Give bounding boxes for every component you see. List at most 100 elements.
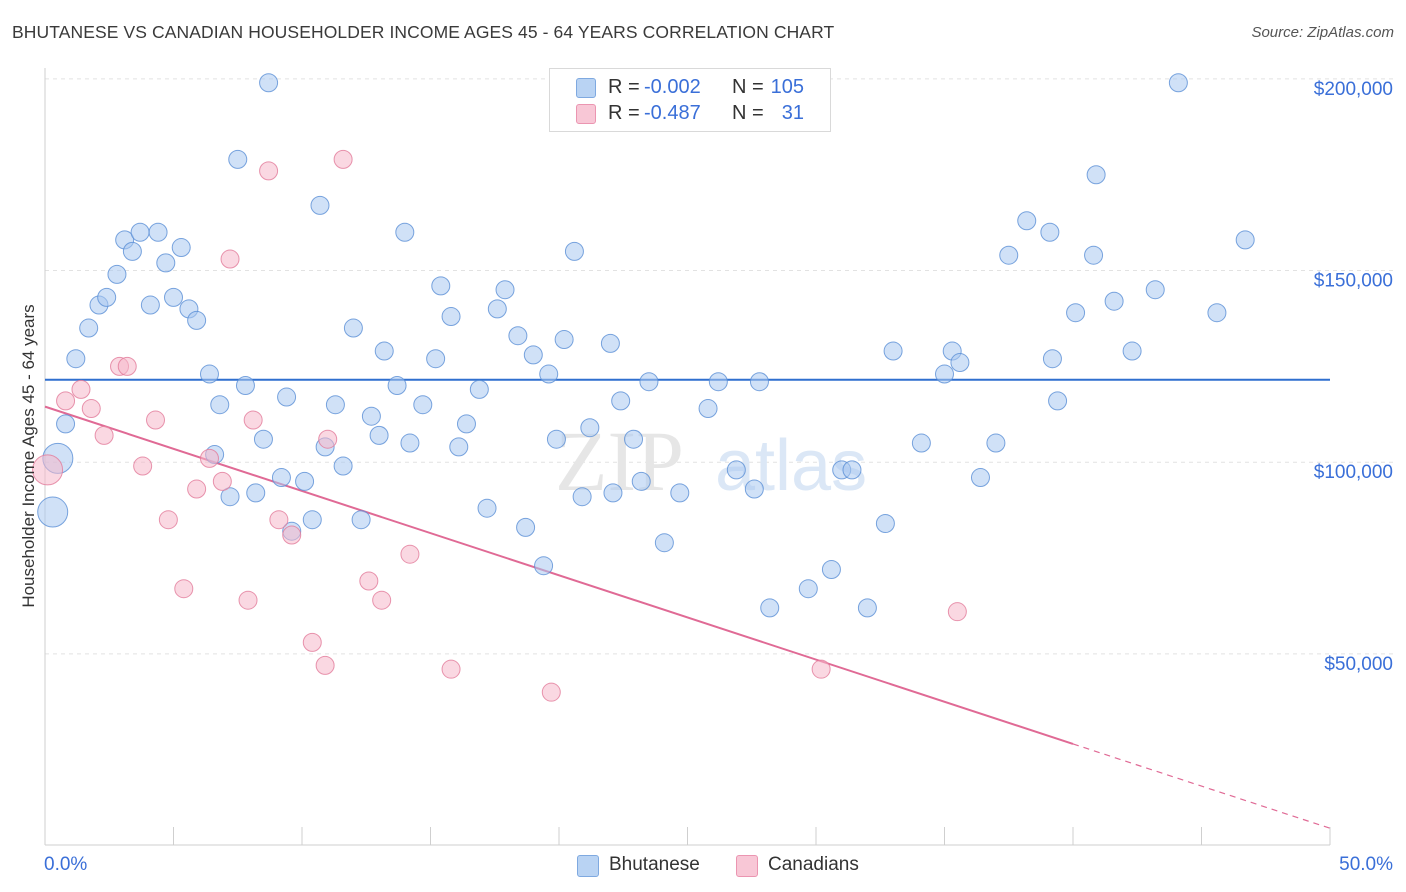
data-point-bhutanese: [624, 429, 644, 449]
data-point-bhutanese: [79, 318, 99, 338]
data-point-bhutanese: [140, 295, 160, 315]
data-point-bhutanese: [413, 395, 433, 415]
data-point-bhutanese: [1048, 391, 1068, 411]
data-point-bhutanese: [107, 264, 127, 284]
data-point-bhutanese: [148, 222, 168, 242]
data-point-bhutanese: [449, 437, 469, 457]
data-point-bhutanese: [228, 149, 248, 169]
data-point-bhutanese: [56, 414, 76, 434]
legend-swatch-bhutanese: [577, 855, 599, 877]
data-point-bhutanese: [564, 241, 584, 261]
data-point-bhutanese: [1235, 230, 1255, 250]
data-point-canadians: [947, 602, 967, 622]
data-point-bhutanese: [1086, 165, 1106, 185]
data-point-bhutanese: [333, 456, 353, 476]
data-point-bhutanese: [516, 517, 536, 537]
data-point-bhutanese: [199, 364, 219, 384]
data-point-bhutanese: [1145, 280, 1165, 300]
y-tick-label: $200,000: [1314, 79, 1393, 100]
data-point-bhutanese: [369, 425, 389, 445]
data-point-bhutanese: [66, 349, 86, 369]
source-label: Source: ZipAtlas.com: [1251, 24, 1394, 41]
data-point-bhutanese: [508, 326, 528, 346]
data-point-bhutanese: [883, 341, 903, 361]
data-point-canadians: [71, 379, 91, 399]
data-point-bhutanese: [295, 471, 315, 491]
data-point-canadians: [174, 579, 194, 599]
data-point-canadians: [32, 454, 64, 486]
data-point-canadians: [269, 510, 289, 530]
data-point-bhutanese: [911, 433, 931, 453]
data-point-bhutanese: [271, 468, 291, 488]
data-point-bhutanese: [875, 514, 895, 534]
data-point-bhutanese: [210, 395, 230, 415]
y-tick-label: $100,000: [1314, 462, 1393, 483]
data-point-bhutanese: [698, 399, 718, 419]
data-point-bhutanese: [253, 429, 273, 449]
legend-swatch-canadians: [576, 104, 596, 124]
data-point-bhutanese: [554, 330, 574, 350]
data-point-bhutanese: [220, 487, 240, 507]
data-point-bhutanese: [539, 364, 559, 384]
data-point-bhutanese: [611, 391, 631, 411]
data-point-bhutanese: [670, 483, 690, 503]
data-point-bhutanese: [1066, 303, 1086, 323]
legend-n-value: 31: [781, 102, 804, 124]
data-point-canadians: [359, 571, 379, 591]
data-point-bhutanese: [708, 372, 728, 392]
data-point-bhutanese: [426, 349, 446, 369]
data-point-bhutanese: [546, 429, 566, 449]
watermark: ZIP atlas: [555, 413, 867, 509]
data-point-bhutanese: [395, 222, 415, 242]
legend-r-label: R =: [608, 102, 640, 124]
data-point-bhutanese: [441, 307, 461, 327]
data-point-bhutanese: [343, 318, 363, 338]
axes: [44, 68, 1330, 846]
data-point-bhutanese: [302, 510, 322, 530]
x-ticks: [44, 827, 1331, 845]
data-point-bhutanese: [1168, 73, 1188, 93]
data-point-bhutanese: [351, 510, 371, 530]
data-point-bhutanese: [1084, 245, 1104, 265]
y-tick-label: $50,000: [1324, 654, 1393, 675]
data-point-bhutanese: [310, 195, 330, 215]
data-point-bhutanese: [246, 483, 266, 503]
legend-r-label: R =: [608, 76, 640, 98]
data-point-canadians: [56, 391, 76, 411]
data-point-canadians: [811, 659, 831, 679]
data-point-bhutanese: [277, 387, 297, 407]
data-point-bhutanese: [456, 414, 476, 434]
data-point-bhutanese: [259, 73, 279, 93]
data-point-bhutanese: [1017, 211, 1037, 231]
data-point-bhutanese: [986, 433, 1006, 453]
data-point-canadians: [441, 659, 461, 679]
data-point-bhutanese: [37, 496, 69, 528]
data-point-canadians: [238, 590, 258, 610]
data-point-bhutanese: [235, 376, 255, 396]
data-point-bhutanese: [431, 276, 451, 296]
legend-label-bhutanese: Bhutanese: [609, 854, 700, 875]
y-tick-label: $150,000: [1314, 271, 1393, 292]
data-point-bhutanese: [361, 406, 381, 426]
data-point-bhutanese: [400, 433, 420, 453]
y-tick-labels: $50,000 $100,000 $150,000 $200,000: [1314, 79, 1393, 675]
data-point-bhutanese: [171, 238, 191, 258]
grid-lines: [45, 78, 1395, 655]
series-legend: Bhutanese Canadians: [0, 852, 1406, 878]
trend-line-extension-canadians: [1072, 743, 1331, 829]
data-point-bhutanese: [970, 468, 990, 488]
data-point-bhutanese: [534, 556, 554, 576]
trend-lines: [44, 378, 1331, 829]
data-point-bhutanese: [744, 479, 764, 499]
data-point-canadians: [133, 456, 153, 476]
data-point-bhutanese: [469, 379, 489, 399]
data-point-bhutanese: [1040, 222, 1060, 242]
data-point-bhutanese: [1207, 303, 1227, 323]
legend-swatch-bhutanese: [576, 78, 596, 98]
data-point-bhutanese: [572, 487, 592, 507]
data-point-canadians: [212, 471, 232, 491]
data-point-bhutanese: [1122, 341, 1142, 361]
y-axis-label: Householder Income Ages 45 - 64 years: [19, 304, 38, 607]
legend-n-label: N =: [732, 102, 764, 124]
